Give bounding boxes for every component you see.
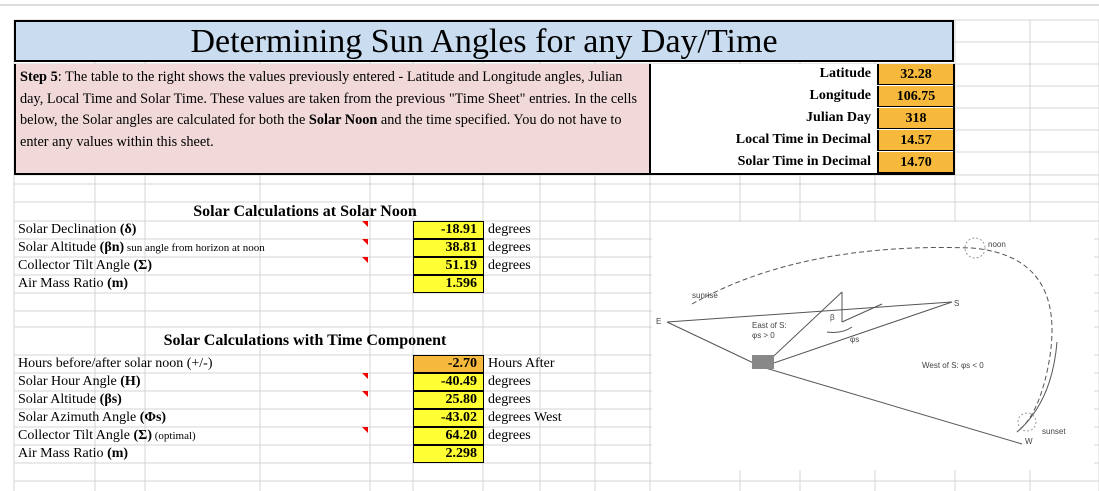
label-symbol: (βn)	[100, 240, 125, 255]
intro-run: Solar Noon	[309, 112, 377, 128]
label-text: Collector Tilt Angle	[18, 258, 134, 273]
intro-text: Step 5: The table to the right shows the…	[14, 64, 651, 175]
value-cell: 51.19	[413, 257, 484, 275]
diagram-label: East of S:	[752, 321, 787, 330]
value-cell: 64.20	[413, 427, 484, 445]
diagram-label: S	[954, 299, 959, 308]
unit: degrees West	[488, 410, 562, 426]
comment-marker	[362, 427, 368, 433]
label-text: Hours before/after solar noon (+/-)	[18, 356, 213, 371]
value-cell: -18.91	[413, 221, 484, 239]
input-label: Julian Day	[806, 110, 871, 126]
label-text: Solar Altitude	[18, 392, 100, 407]
row-label: Air Mass Ratio (m)	[18, 276, 128, 292]
sun-path-diagram: sunrise noon S E W sunset East of S: φs …	[652, 222, 1094, 470]
unit: degrees	[488, 374, 531, 390]
input-value: 318	[877, 108, 953, 129]
diagram-label: φs	[850, 335, 859, 344]
row-label: Collector Tilt Angle (Σ) (optimal)	[18, 428, 196, 444]
comment-marker	[362, 257, 368, 263]
label-symbol: (m)	[107, 276, 128, 291]
unit: Hours After	[488, 356, 555, 372]
label-text: Solar Azimuth Angle	[18, 410, 140, 425]
diagram-label: W	[1025, 437, 1033, 446]
title: Determining Sun Angles for any Day/Time	[14, 20, 954, 62]
input-label: Solar Time in Decimal	[738, 154, 871, 170]
value-cell: 38.81	[413, 239, 484, 257]
row-label: Collector Tilt Angle (Σ)	[18, 258, 152, 274]
diagram-label: φs > 0	[752, 331, 775, 340]
value-cell: -2.70	[413, 355, 484, 373]
label-symbol: (Σ)	[134, 428, 152, 443]
input-table: Latitude 32.28 Longitude 106.75 Julian Day 31…	[651, 64, 955, 175]
row-label: Hours before/after solar noon (+/-)	[18, 356, 213, 372]
value-cell: 1.596	[413, 275, 484, 293]
label-text: Collector Tilt Angle	[18, 428, 134, 443]
row-label: Solar Altitude (βs)	[18, 392, 122, 408]
comment-marker	[362, 391, 368, 397]
comment-marker	[362, 221, 368, 227]
unit: degrees	[488, 222, 531, 238]
intro-run: Step 5	[20, 69, 58, 85]
unit: degrees	[488, 240, 531, 256]
diagram-label: noon	[988, 240, 1006, 249]
input-value: 106.75	[877, 86, 953, 107]
diagram-label: West of S: φs < 0	[922, 361, 984, 370]
label-symbol: (δ)	[120, 222, 137, 237]
value-cell: 2.298	[413, 445, 484, 463]
label-text: Solar Hour Angle	[18, 374, 120, 389]
diagram-label: sunset	[1042, 427, 1066, 436]
diagram-label: β	[830, 313, 835, 322]
row-label: Solar Declination (δ)	[18, 222, 136, 238]
unit: degrees	[488, 258, 531, 274]
row-label: Air Mass Ratio (m)	[18, 446, 128, 462]
label-symbol: (Σ)	[134, 258, 152, 273]
row-label: Solar Azimuth Angle (Φs)	[18, 410, 166, 426]
input-value: 14.70	[877, 152, 953, 173]
spreadsheet: Determining Sun Angles for any Day/Time …	[0, 0, 1099, 491]
input-value: 14.57	[877, 130, 953, 151]
value-cell: 25.80	[413, 391, 484, 409]
diagram-label: E	[656, 317, 661, 326]
label-text: Solar Declination	[18, 222, 120, 237]
section-heading: Solar Calculations with Time Component	[105, 332, 505, 350]
label-note: sun angle from horizon at noon	[124, 242, 265, 254]
label-symbol: (Φs)	[140, 410, 166, 425]
input-value: 32.28	[877, 64, 953, 85]
input-label: Longitude	[810, 88, 871, 104]
comment-marker	[362, 373, 368, 379]
comment-marker	[362, 239, 368, 245]
diagram-label: sunrise	[692, 291, 718, 300]
row-label: Solar Altitude (βn) sun angle from horiz…	[18, 240, 265, 256]
label-note: (optimal)	[152, 430, 196, 442]
value-cell: -40.49	[413, 373, 484, 391]
label-text: Air Mass Ratio	[18, 446, 107, 461]
unit: degrees	[488, 392, 531, 408]
collector-icon	[752, 355, 774, 369]
value-cell: -43.02	[413, 409, 484, 427]
label-text: Air Mass Ratio	[18, 276, 107, 291]
input-label: Local Time in Decimal	[736, 132, 871, 148]
label-symbol: (βs)	[100, 392, 122, 407]
section-heading: Solar Calculations at Solar Noon	[105, 203, 505, 221]
label-symbol: (m)	[107, 446, 128, 461]
row-label: Solar Hour Angle (H)	[18, 374, 140, 390]
label-text: Solar Altitude	[18, 240, 100, 255]
label-symbol: (H)	[120, 374, 140, 389]
unit: degrees	[488, 428, 531, 444]
input-label: Latitude	[820, 66, 871, 82]
